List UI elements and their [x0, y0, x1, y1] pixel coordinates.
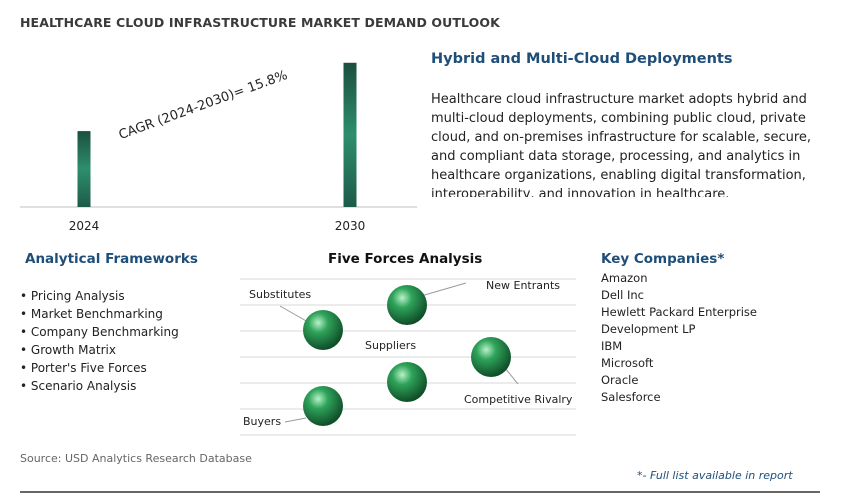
label-substitutes: Substitutes [249, 288, 311, 301]
list-item: Market Benchmarking [20, 305, 179, 323]
list-item: Porter's Five Forces [20, 359, 179, 377]
substitutes-sphere [303, 310, 343, 350]
x-tick-label: 2024 [69, 219, 100, 233]
bar-2030 [343, 62, 357, 207]
list-item: Amazon [601, 271, 648, 285]
list-item: Hewlett Packard Enterprise Development L… [601, 305, 758, 336]
competitive-rivalry-sphere [471, 337, 511, 377]
list-item: Growth Matrix [20, 341, 179, 359]
label-competitive-rivalry: Competitive Rivalry [464, 393, 573, 406]
hybrid-title: Hybrid and Multi-Cloud Deployments [431, 51, 733, 67]
x-tick-label: 2030 [335, 219, 366, 233]
buyers-sphere [303, 386, 343, 426]
source-note: Source: USD Analytics Research Database [20, 452, 252, 465]
list-item: Company Benchmarking [20, 323, 179, 341]
bar-2024 [77, 131, 91, 207]
label-suppliers: Suppliers [365, 339, 416, 352]
list-item: Oracle [601, 373, 639, 387]
bottom-divider [20, 491, 820, 493]
hybrid-body: Healthcare cloud infrastructure market a… [431, 92, 812, 197]
list-item: Microsoft [601, 356, 654, 370]
label-buyers: Buyers [243, 415, 281, 428]
hybrid-body-container: Healthcare cloud infrastructure market a… [431, 90, 836, 197]
frameworks-list: Pricing Analysis Market Benchmarking Com… [20, 287, 179, 395]
page-title: HEALTHCARE CLOUD INFRASTRUCTURE MARKET D… [20, 15, 500, 30]
list-item: Salesforce [601, 390, 661, 404]
new-entrants-sphere [387, 285, 427, 325]
leader-lines [279, 282, 519, 423]
suppliers-sphere [387, 362, 427, 402]
companies-list: Amazon Dell Inc Hewlett Packard Enterpri… [601, 270, 836, 406]
label-new-entrants: New Entrants [486, 279, 560, 292]
companies-title: Key Companies* [601, 251, 725, 267]
frameworks-title: Analytical Frameworks [25, 251, 198, 267]
list-item: IBM [601, 339, 623, 353]
footnote: *- Full list available in report [637, 469, 793, 482]
list-item: Scenario Analysis [20, 377, 179, 395]
list-item: Dell Inc [601, 288, 644, 302]
five-forces-title: Five Forces Analysis [328, 251, 483, 267]
list-item: Pricing Analysis [20, 287, 179, 305]
